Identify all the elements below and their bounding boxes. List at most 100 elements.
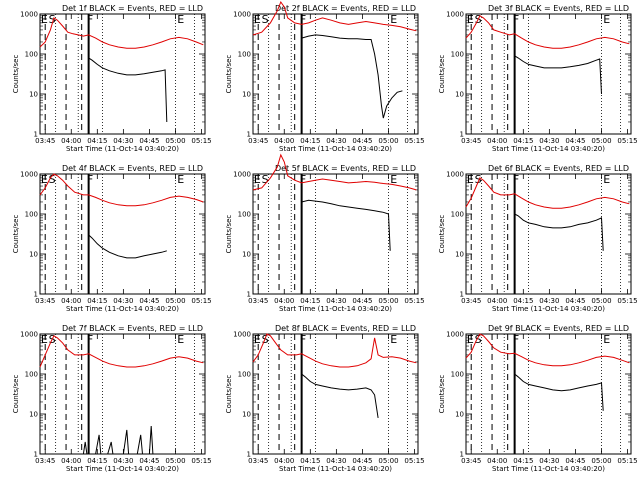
x-axis-label: Start Time (11-Oct-14 03:40:20) (66, 465, 179, 473)
x-tick-label: 05:15 (191, 457, 211, 465)
plot-frame (465, 13, 632, 135)
y-tick-label: 100 (238, 371, 251, 379)
panel-title: Det 5f BLACK = Events, RED = LLD (275, 164, 416, 173)
y-axis-label: Counts/sec (225, 55, 233, 94)
marker-label: E (603, 333, 610, 346)
events-series-line (88, 234, 167, 259)
y-axis-label: Counts/sec (12, 375, 20, 414)
events-series-line (514, 213, 604, 251)
x-tick-label: 04:15 (300, 137, 320, 145)
y-tick-label: 1 (460, 291, 464, 299)
y-tick-label: 100 (238, 51, 251, 59)
panel-title: Det 6f BLACK = Events, RED = LLD (488, 164, 629, 173)
x-tick-label: 05:00 (165, 297, 185, 305)
x-tick-label: 04:00 (487, 137, 507, 145)
x-tick-label: 05:15 (617, 297, 637, 305)
marker-label: E (390, 333, 397, 346)
lld-series-line (252, 0, 417, 36)
x-tick-label: 04:30 (113, 137, 133, 145)
lld-series-line (252, 153, 417, 191)
events-series-line (301, 373, 379, 418)
x-tick-label: 05:00 (165, 137, 185, 145)
y-tick-label: 10 (29, 411, 38, 419)
x-tick-label: 04:30 (326, 137, 346, 145)
y-tick-label: 1 (247, 131, 251, 139)
panel-det-6: Det 6f BLACK = Events, RED = LLD 1 10 100 10… (438, 164, 638, 313)
y-tick-label: 100 (451, 211, 464, 219)
panel-title: Det 7f BLACK = Events, RED = LLD (62, 324, 203, 333)
x-tick-label: 04:45 (565, 457, 585, 465)
marker-label: E (177, 173, 184, 186)
x-tick-label: 04:30 (539, 137, 559, 145)
x-tick-label: 04:15 (300, 297, 320, 305)
y-tick-label: 10 (29, 251, 38, 259)
y-tick-label: 10 (455, 91, 464, 99)
y-tick-label: 1000 (446, 331, 464, 339)
y-tick-label: 100 (25, 51, 38, 59)
x-axis-label: Start Time (11-Oct-14 03:40:20) (279, 145, 392, 153)
plot-frame (252, 13, 419, 135)
x-tick-label: 04:00 (487, 457, 507, 465)
y-axis-label: Counts/sec (225, 215, 233, 254)
x-tick-label: 04:45 (139, 457, 159, 465)
panel-det-7: Det 7f BLACK = Events, RED = LLD 1 10 100 10… (12, 324, 212, 473)
y-tick-label: 1000 (20, 171, 38, 179)
marker-label: E (41, 13, 48, 26)
panel-det-2: Det 2f BLACK = Events, RED = LLD 1 10 100 10… (225, 0, 425, 153)
x-tick-label: 03:45 (248, 457, 268, 465)
x-tick-label: 04:15 (513, 457, 533, 465)
x-tick-label: 04:00 (61, 457, 81, 465)
lld-series-line (39, 173, 204, 207)
marker-label: E (467, 13, 474, 26)
y-tick-label: 1 (460, 451, 464, 459)
y-tick-label: 1 (247, 291, 251, 299)
plot-frame (39, 173, 206, 295)
y-tick-label: 1 (460, 131, 464, 139)
y-tick-label: 100 (25, 211, 38, 219)
x-tick-label: 04:15 (87, 457, 107, 465)
marker-label: E (254, 173, 261, 186)
x-axis-label: Start Time (11-Oct-14 03:40:20) (492, 465, 605, 473)
y-tick-label: 10 (455, 411, 464, 419)
y-axis-label: Counts/sec (438, 375, 446, 414)
lld-series-line (39, 335, 204, 368)
x-tick-label: 04:30 (539, 297, 559, 305)
lld-series-line (465, 15, 630, 49)
marker-label: F (513, 173, 519, 186)
x-tick-label: 03:45 (461, 297, 481, 305)
x-axis-label: Start Time (11-Oct-14 03:40:20) (279, 465, 392, 473)
plot-frame (252, 333, 419, 455)
y-axis-label: Counts/sec (438, 55, 446, 94)
y-tick-label: 1 (34, 131, 38, 139)
marker-label: E (467, 333, 474, 346)
plot-frame (39, 13, 206, 135)
x-tick-label: 05:15 (404, 297, 424, 305)
marker-label: E (603, 173, 610, 186)
x-tick-label: 05:15 (617, 457, 637, 465)
events-series-line (301, 34, 403, 119)
x-tick-label: 05:00 (378, 137, 398, 145)
panel-det-1: Det 1f BLACK = Events, RED = LLD 1 10 100 10… (12, 4, 212, 153)
marker-label: E (177, 333, 184, 346)
x-tick-label: 04:00 (61, 137, 81, 145)
y-tick-label: 1000 (233, 11, 251, 19)
marker-label: E (254, 13, 261, 26)
marker-label: F (300, 13, 306, 26)
y-tick-label: 10 (242, 411, 251, 419)
plot-frame (465, 173, 632, 295)
y-tick-label: 10 (455, 251, 464, 259)
x-tick-label: 05:00 (165, 457, 185, 465)
x-tick-label: 03:45 (461, 457, 481, 465)
x-tick-label: 04:30 (326, 297, 346, 305)
x-tick-label: 03:45 (248, 137, 268, 145)
events-series-line (82, 425, 162, 455)
x-tick-label: 04:45 (139, 137, 159, 145)
marker-label: F (87, 333, 93, 346)
plot-frame (252, 173, 419, 295)
marker-label: E (254, 333, 261, 346)
x-tick-label: 04:30 (113, 457, 133, 465)
panel-det-3: Det 3f BLACK = Events, RED = LLD 1 10 100 10… (438, 4, 638, 153)
x-axis-label: Start Time (11-Oct-14 03:40:20) (492, 145, 605, 153)
marker-label: S (475, 333, 482, 346)
